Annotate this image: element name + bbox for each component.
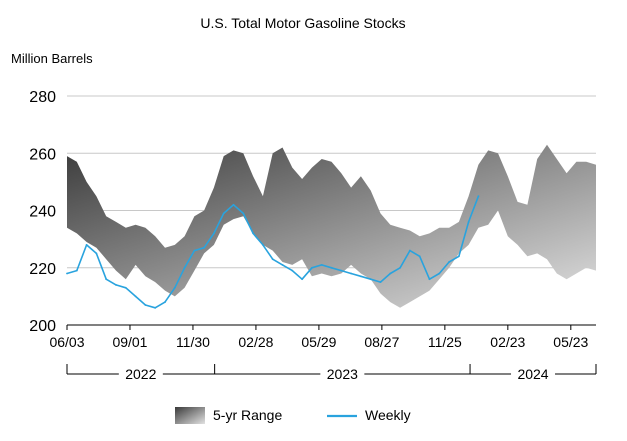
weekly-point — [252, 232, 255, 235]
x-tick-label: 06/03 — [49, 334, 84, 350]
legend-swatch-range — [175, 407, 205, 424]
year-label-bg — [511, 365, 556, 383]
legend: 5-yr Range Weekly — [175, 407, 411, 424]
weekly-point — [164, 301, 166, 303]
weekly-point — [281, 263, 284, 266]
chart-title: U.S. Total Motor Gasoline Stocks — [200, 15, 405, 31]
weekly-point — [183, 266, 186, 269]
weekly-point — [438, 272, 441, 275]
weekly-point — [418, 255, 421, 258]
weekly-point — [66, 272, 68, 275]
y-tick-label: 260 — [29, 146, 56, 163]
weekly-point — [399, 266, 401, 269]
weekly-point — [144, 304, 147, 306]
weekly-point — [291, 269, 294, 272]
weekly-point — [340, 269, 343, 272]
y-tick-label: 200 — [29, 318, 56, 335]
weekly-point — [320, 263, 323, 266]
weekly-point — [359, 275, 362, 278]
weekly-point — [457, 255, 460, 258]
x-tick-label: 02/28 — [238, 334, 273, 350]
x-tick-label: 11/30 — [176, 334, 210, 350]
y-axis-label: Million Barrels — [11, 51, 93, 66]
weekly-point — [75, 269, 78, 272]
x-tick-label: 02/23 — [490, 334, 525, 350]
weekly-point — [389, 272, 392, 275]
weekly-point — [242, 212, 245, 215]
weekly-point — [222, 212, 225, 215]
year-label-bg — [320, 365, 365, 383]
legend-label-range: 5-yr Range — [213, 407, 282, 423]
weekly-point — [154, 306, 157, 309]
x-tick-label: 09/01 — [112, 334, 147, 350]
weekly-point — [379, 281, 382, 283]
weekly-point — [271, 258, 274, 261]
weekly-point — [467, 221, 470, 223]
x-tick-label: 05/23 — [553, 334, 588, 350]
weekly-point — [350, 272, 352, 275]
weekly-point — [173, 286, 176, 289]
weekly-point — [477, 195, 480, 198]
year-label: 2024 — [517, 366, 548, 382]
weekly-point — [95, 252, 98, 255]
range-band — [67, 144, 596, 308]
weekly-point — [311, 266, 313, 269]
weekly-point — [408, 249, 411, 252]
weekly-point — [330, 266, 333, 269]
weekly-point — [301, 278, 304, 281]
x-tick-label: 05/29 — [301, 334, 336, 350]
weekly-point — [369, 278, 372, 281]
weekly-point — [105, 278, 108, 281]
weekly-point — [203, 246, 206, 249]
year-label: 2023 — [327, 366, 358, 382]
x-tick-label: 11/25 — [428, 334, 462, 350]
weekly-point — [115, 284, 117, 286]
weekly-point — [193, 249, 196, 252]
weekly-point — [85, 243, 88, 246]
weekly-point — [213, 232, 215, 235]
weekly-point — [428, 278, 431, 281]
weekly-point — [262, 243, 264, 246]
legend-label-weekly: Weekly — [365, 407, 411, 423]
year-label-bg — [118, 365, 163, 383]
weekly-point — [124, 286, 127, 289]
y-tick-label: 280 — [29, 89, 56, 106]
y-tick-label: 240 — [29, 204, 56, 221]
weekly-point — [448, 261, 450, 263]
y-tick-label: 220 — [29, 261, 56, 278]
x-tick-label: 08/27 — [364, 334, 399, 350]
weekly-point — [134, 295, 137, 298]
weekly-point — [232, 203, 235, 206]
year-label: 2022 — [125, 366, 156, 382]
